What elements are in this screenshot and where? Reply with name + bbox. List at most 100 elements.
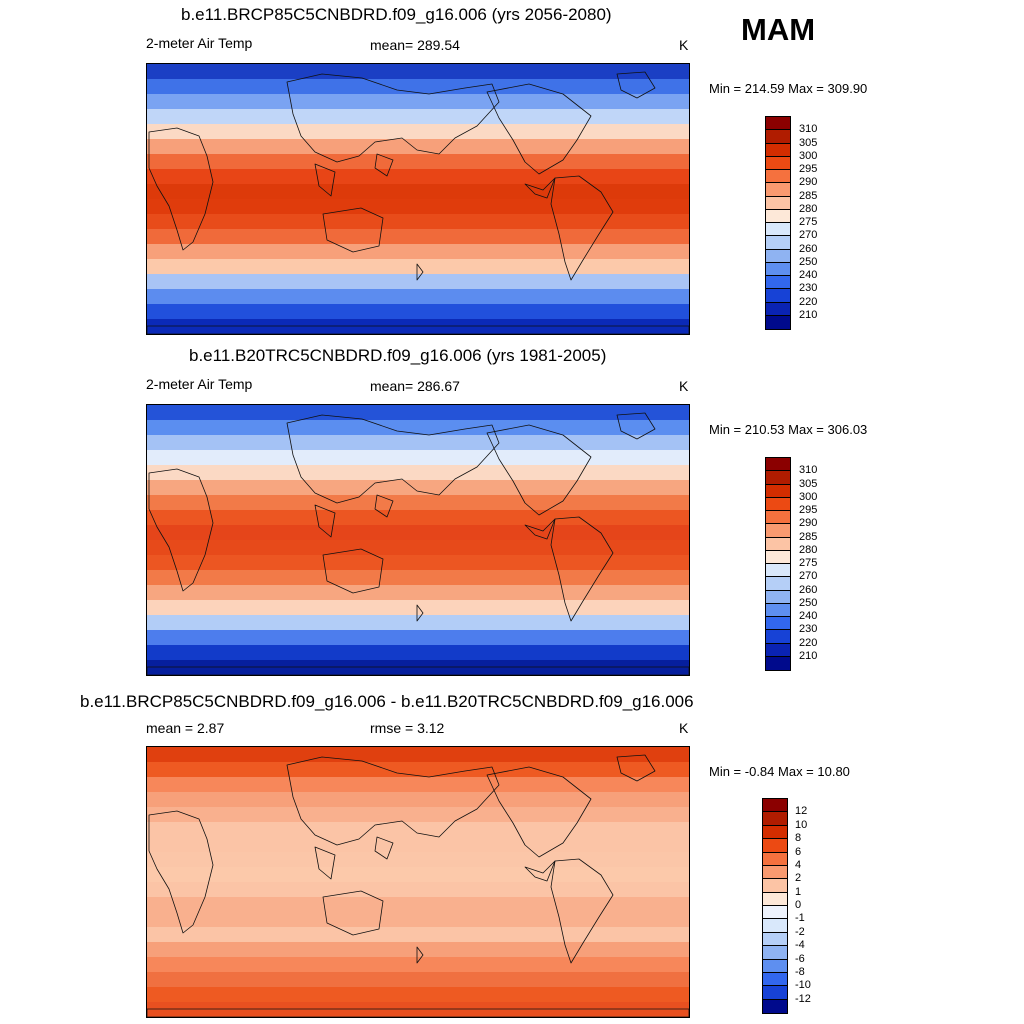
- colorbar-swatch: [766, 143, 790, 157]
- colorbar-swatch: [766, 564, 790, 578]
- map-band: [147, 600, 689, 616]
- colorbar-swatch: [766, 262, 790, 276]
- coastline: [550, 858, 614, 964]
- minmax-label: Min = 210.53 Max = 306.03: [709, 422, 868, 437]
- colorbar-swatch: [766, 276, 790, 290]
- colorbar-tick-label: 210: [799, 308, 818, 321]
- units-label: K: [679, 720, 689, 736]
- colorbar-swatch: [766, 643, 790, 657]
- colorbar-tick-label: 305: [799, 477, 818, 490]
- map-band: [147, 420, 689, 436]
- colorbar-tick-label: 210: [799, 649, 818, 662]
- colorbar-swatch: [766, 550, 790, 564]
- panel-title: b.e11.B20TRC5CNBDRD.f09_g16.006 (yrs 198…: [189, 346, 607, 365]
- colorbar-tick-label: 230: [799, 623, 818, 636]
- map-band: [147, 480, 689, 496]
- colorbar-tick-label: 270: [799, 570, 818, 583]
- colorbar-swatch: [763, 825, 787, 840]
- colorbar-swatch: [766, 471, 790, 485]
- map-band: [147, 660, 689, 675]
- map-band: [147, 942, 689, 958]
- rmse-label: rmse = 3.12: [370, 720, 445, 736]
- colorbar-swatch: [766, 656, 790, 670]
- colorbar-tick-label: -6: [795, 952, 805, 965]
- difference-map: [146, 746, 690, 1018]
- map-band: [147, 79, 689, 95]
- colorbar-swatch: [763, 919, 787, 933]
- colorbar-tick-label: -10: [795, 979, 811, 992]
- colorbar-swatch: [766, 289, 790, 303]
- colorbar-swatch: [763, 812, 787, 826]
- map-band: [147, 304, 689, 320]
- colorbar-swatch: [766, 537, 790, 551]
- coastline: [486, 766, 592, 858]
- map-band: [147, 837, 689, 853]
- map-band: [147, 972, 689, 988]
- map-band: [147, 1002, 689, 1017]
- coastline: [148, 127, 214, 251]
- coastline: [148, 810, 214, 934]
- colorbar-tick-label: 6: [795, 845, 802, 858]
- map-band: [147, 747, 689, 763]
- colorbar-tick-label: 280: [799, 202, 818, 215]
- map-band: [147, 259, 689, 275]
- colorbar-swatch: [766, 249, 790, 263]
- coastline: [148, 468, 214, 592]
- colorbar-swatch: [766, 170, 790, 184]
- coastline: [314, 163, 336, 197]
- map-band: [147, 154, 689, 170]
- colorbar: [765, 457, 791, 671]
- coastline: [374, 494, 394, 518]
- map-band: [147, 465, 689, 481]
- colorbar-tick-label: -12: [795, 992, 811, 1005]
- colorbar-tick-label: 290: [799, 517, 818, 530]
- coastline: [524, 177, 556, 199]
- colorbar-ticks: 310 305 300 295 290 285 280 275 270 260 250 240 230 2…: [799, 457, 839, 669]
- map-band: [147, 912, 689, 928]
- map-field: [147, 64, 689, 334]
- coastline: [416, 604, 424, 622]
- mean-label: mean= 289.54: [370, 37, 460, 53]
- map-band: [147, 244, 689, 260]
- colorbar-swatch: [766, 511, 790, 525]
- map-band: [147, 405, 689, 421]
- colorbar-swatch: [766, 630, 790, 644]
- colorbar-tick-label: 2: [795, 872, 802, 885]
- map-band: [147, 852, 689, 868]
- coastline: [550, 516, 614, 622]
- map-band: [147, 214, 689, 230]
- colorbar-tick-label: 300: [799, 490, 818, 503]
- map-band: [147, 630, 689, 646]
- colorbar-tick-label: 260: [799, 242, 818, 255]
- map-band: [147, 274, 689, 290]
- colorbar-swatch: [766, 183, 790, 197]
- colorbar-tick-label: 305: [799, 136, 818, 149]
- colorbar-tick-label: 4: [795, 858, 802, 871]
- units-label: K: [679, 378, 689, 394]
- colorbar-swatch: [763, 999, 787, 1013]
- colorbar-tick-label: 300: [799, 149, 818, 162]
- colorbar-swatch: [763, 946, 787, 960]
- map-band: [147, 822, 689, 838]
- colorbar-swatch: [766, 209, 790, 223]
- colorbar-swatch: [763, 986, 787, 1000]
- map-band: [147, 570, 689, 586]
- map-band: [147, 184, 689, 200]
- colorbar-ticks: 12 10 8 6 4 2 1 0 -1 -2 -4 -6 -8 -10 -12: [795, 798, 835, 1012]
- colorbar-swatch: [763, 852, 787, 866]
- season-label: MAM: [741, 12, 816, 47]
- map-band: [147, 555, 689, 571]
- map-band: [147, 762, 689, 778]
- coastline: [147, 666, 689, 675]
- colorbar-tick-label: 10: [795, 818, 808, 831]
- colorbar-tick-label: 12: [795, 805, 808, 818]
- coastline: [416, 263, 424, 281]
- colorbar-tick-label: 275: [799, 557, 818, 569]
- colorbar-swatch: [763, 906, 787, 920]
- colorbar-tick-label: 230: [799, 282, 818, 295]
- colorbar-tick-label: 240: [799, 610, 818, 622]
- panel-title: b.e11.BRCP85C5CNBDRD.f09_g16.006 (yrs 20…: [181, 5, 612, 24]
- map-band: [147, 540, 689, 556]
- map-band: [147, 64, 689, 80]
- colorbar-tick-label: 8: [795, 832, 802, 845]
